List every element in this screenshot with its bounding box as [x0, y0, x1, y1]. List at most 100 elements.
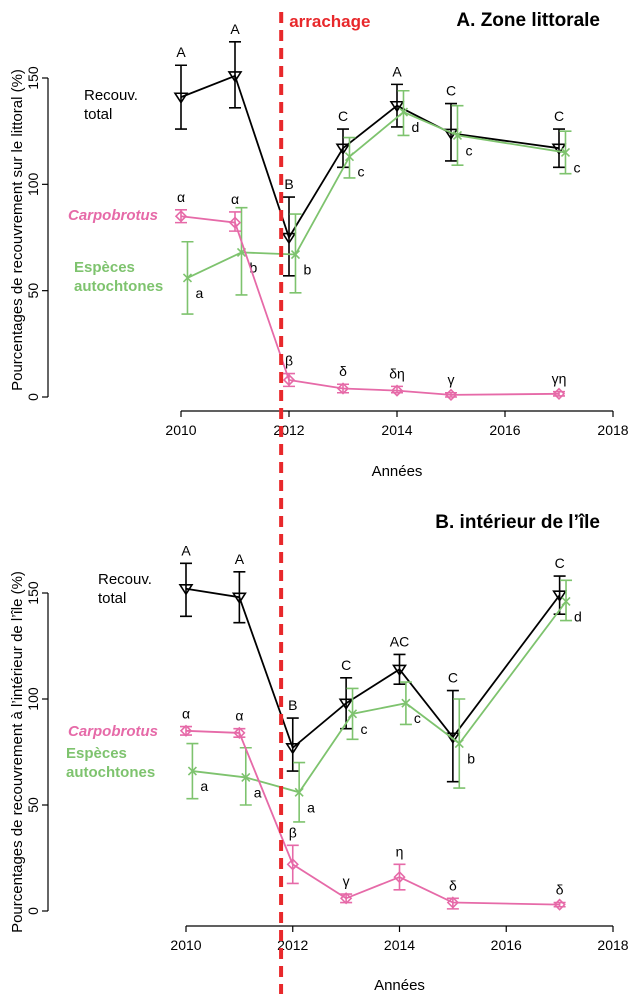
significance-letter: b	[249, 259, 257, 275]
x-marker	[561, 596, 571, 607]
significance-letter: A	[176, 44, 186, 60]
x-marker	[560, 147, 571, 157]
diamond-marker	[339, 892, 353, 905]
triangle-marker	[389, 100, 405, 113]
series-line	[185, 587, 561, 750]
y-tick-label: 100	[25, 687, 41, 711]
x-axis-label: Années	[372, 463, 423, 480]
series-line	[187, 110, 566, 279]
significance-letter: β	[289, 824, 297, 840]
x-tick-label: 2012	[273, 422, 304, 438]
y-tick-label: 0	[25, 907, 41, 915]
significance-letter: c	[357, 164, 364, 180]
x-tick-label: 2012	[277, 937, 308, 953]
y-tick-label: 0	[25, 393, 41, 401]
triangle-marker	[338, 698, 354, 711]
significance-letter: a	[307, 799, 315, 815]
significance-letter: a	[254, 784, 262, 800]
significance-letter: η	[396, 843, 404, 859]
error-bar	[286, 844, 299, 885]
arrachage-label: arrachage	[289, 12, 370, 31]
triangle-marker	[285, 743, 301, 755]
significance-letter: d	[574, 608, 582, 624]
significance-letter: C	[448, 670, 458, 686]
x-marker	[187, 766, 197, 776]
x-marker	[398, 107, 409, 117]
diamond-marker	[446, 896, 460, 909]
y-tick-label: 50	[25, 797, 41, 813]
significance-letter: α	[182, 706, 190, 722]
panel-b: 2010 2012 2014 2016 2018 0 50 100 150Pourcentage…	[9, 512, 629, 994]
panel-a: 2010 2012 2014 2016 2018 0 50 100 150Pourcentage…	[9, 10, 629, 480]
triangle-marker	[227, 71, 243, 83]
error-bar	[391, 83, 403, 128]
x-marker	[347, 709, 358, 719]
diamond-marker	[228, 216, 242, 229]
series-label: Recouv.	[84, 87, 138, 104]
arrachage-annotation: arrachage	[279, 11, 370, 995]
series-line	[180, 215, 560, 396]
significance-letter: c	[573, 159, 580, 175]
error-bar	[175, 64, 187, 130]
error-bar	[233, 571, 246, 624]
significance-letter: b	[467, 751, 475, 767]
error-bar	[446, 689, 459, 783]
diamond-marker	[444, 388, 458, 402]
error-bar	[229, 41, 241, 109]
y-axis-label: Pourcentages de recouvrement à l’intérie…	[9, 571, 26, 933]
diamond-marker	[553, 898, 566, 911]
series-line	[185, 729, 560, 906]
y-tick-label: 50	[25, 283, 41, 299]
series-carpobrotus: α α β γ η δ δ Carpobrotus	[68, 706, 566, 911]
significance-letter: δ	[339, 363, 347, 379]
triangle-marker	[231, 592, 247, 605]
significance-letter: δ	[449, 877, 457, 893]
significance-letter: C	[555, 555, 565, 571]
significance-letter: a	[195, 285, 203, 301]
significance-letter: AC	[390, 633, 409, 649]
diamond-marker	[286, 858, 299, 871]
error-bar	[393, 863, 406, 891]
series-label: total	[98, 590, 126, 607]
error-bar	[180, 562, 192, 618]
y-tick-label: 150	[25, 66, 41, 90]
series-label: Espèces	[66, 745, 127, 762]
x-tick-label: 2016	[489, 422, 520, 438]
significance-letter: δ	[556, 882, 564, 898]
triangle-marker	[392, 664, 407, 677]
x-marker	[182, 273, 193, 283]
significance-letter: A	[392, 63, 402, 79]
x-marker	[241, 772, 251, 783]
x-marker	[290, 249, 301, 260]
x-axis-label: Années	[374, 977, 425, 994]
significance-letter: γ	[448, 372, 455, 388]
y-axis-label: Pourcentages de recouvrement sur le litt…	[9, 69, 26, 391]
significance-letter: A	[230, 21, 240, 37]
diamond-marker	[390, 384, 404, 397]
x-tick-label: 2010	[165, 422, 196, 438]
x-marker	[454, 738, 464, 749]
error-bar	[393, 653, 406, 685]
diamond-marker	[336, 382, 350, 395]
series-carpobrotus: α α β δ δη γ γη Carpobrotus	[68, 189, 567, 402]
x-tick-label: 2014	[381, 422, 412, 438]
diamond-marker	[393, 870, 406, 884]
significance-letter: C	[338, 108, 348, 124]
error-bar	[283, 196, 295, 277]
significance-letter: c	[465, 142, 472, 158]
triangle-marker	[335, 143, 351, 156]
significance-letter: α	[231, 191, 239, 207]
triangle-marker	[552, 590, 568, 602]
diamond-marker	[179, 724, 193, 737]
significance-letter: C	[554, 108, 564, 124]
series-label: Espèces	[74, 259, 135, 276]
x-tick-label: 2018	[597, 937, 628, 953]
significance-letter: β	[285, 353, 293, 369]
significance-letter: C	[341, 657, 351, 673]
significance-letter: C	[446, 83, 456, 99]
series-label: autochtones	[66, 764, 155, 781]
diamond-marker	[174, 210, 188, 223]
x-marker	[294, 787, 304, 797]
significance-letter: γη	[552, 371, 567, 387]
